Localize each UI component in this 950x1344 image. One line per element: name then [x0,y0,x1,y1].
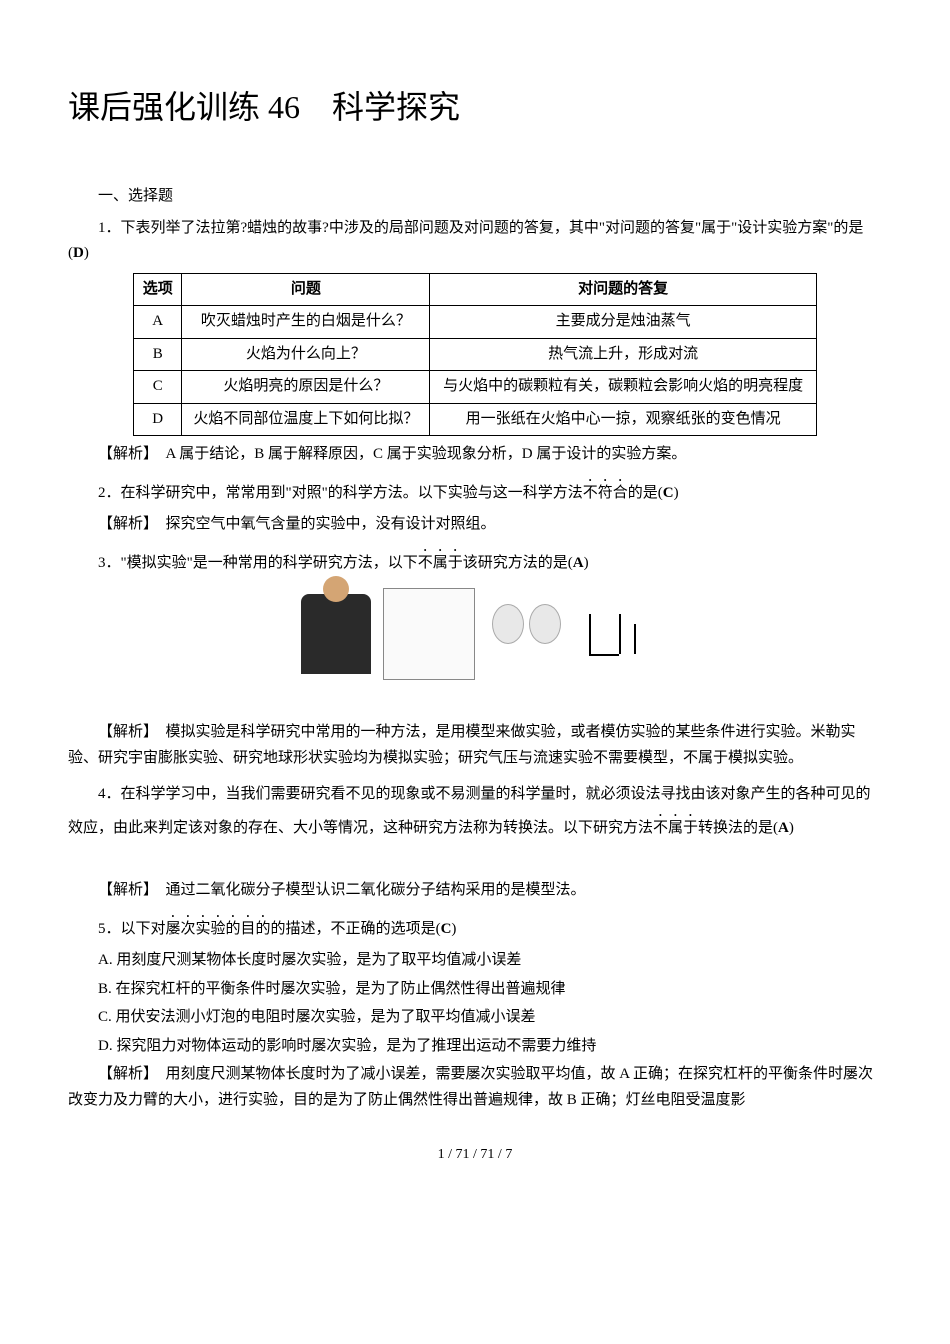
table-row: A 吹灭蜡烛时产生的白烟是什么？ 主要成分是烛油蒸气 [134,306,817,339]
q2-emphasis: 不符合 [583,485,628,501]
q5-text: 5．以下对 [98,921,166,937]
question-2: 2．在科学研究中，常常用到"对照"的科学方法。以下实验与这一科学方法不符合的是(… [68,476,882,507]
analysis-text: 模拟实验是科学研究中常用的一种方法，是用模型来做实验，或者模仿实验的某些条件进行… [68,724,856,766]
cell: C [134,371,182,404]
analysis-3: 【解析】 模拟实验是科学研究中常用的一种方法，是用模型来做实验，或者模仿实验的某… [68,720,882,771]
q2-text2: 的是( [628,485,663,501]
table-header-row: 选项 问题 对问题的答复 [134,273,817,306]
q5-answer: C [441,921,452,937]
q2-answer: C [663,485,674,501]
q3-answer: A [573,555,584,571]
cell: 吹灭蜡烛时产生的白烟是什么？ [182,306,430,339]
analysis-text: 用刻度尺测某物体长度时为了减小误差，需要屡次实验取平均值，故 A 正确；在探究杠… [68,1066,873,1108]
q5-text2: 的描述， [271,921,331,937]
table-row: D 火焰不同部位温度上下如何比拟？ 用一张纸在火焰中心一掠，观察纸张的变色情况 [134,403,817,436]
q3-text2: 该研究方法的是( [463,555,573,571]
q4-text2: 转换法的是( [698,820,778,836]
cell: A [134,306,182,339]
question-3: 3．"模拟实验"是一种常用的科学研究方法，以下不属于该研究方法的是(A) [68,546,882,577]
cell: 火焰为什么向上？ [182,338,430,371]
question-4: 4．在科学学习中，当我们需要研究看不见的现象或不易测量的科学量时，就必须设法寻找… [68,779,882,844]
q3-text: 3．"模拟实验"是一种常用的科学研究方法，以下 [98,555,418,571]
analysis-5: 【解析】 用刻度尺测某物体长度时为了减小误差，需要屡次实验取平均值，故 A 正确… [68,1062,882,1113]
th-question: 问题 [182,273,430,306]
analysis-label: 【解析】 [98,446,151,462]
analysis-1: 【解析】 A 属于结论，B 属于解释原因，C 属于实验现象分析，D 属于设计的实… [68,442,882,468]
table-row: C 火焰明亮的原因是什么？ 与火焰中的碳颗粒有关，碳颗粒会影响火焰的明亮程度 [134,371,817,404]
table-row: B 火焰为什么向上？ 热气流上升，形成对流 [134,338,817,371]
cell: 热气流上升，形成对流 [430,338,816,371]
q5-option-b: B. 在探究杠杆的平衡条件时屡次实验，是为了防止偶然性得出普遍规律 [68,977,882,1003]
analysis-4: 【解析】 通过二氧化碳分子模型认识二氧化碳分子结构采用的是模型法。 [68,878,882,904]
analysis-2: 【解析】 探究空气中氧气含量的实验中，没有设计对照组。 [68,512,882,538]
cell: B [134,338,182,371]
cell: 主要成分是烛油蒸气 [430,306,816,339]
section-header: 一、选择题 [68,184,882,210]
figure-person-icon [301,594,371,674]
q5-close: ) [451,921,456,937]
q1-text: 1．下表列举了法拉第?蜡烛的故事?中涉及的局部问题及对问题的答复，其中"对问题的… [68,220,863,262]
q5-option-d: D. 探究阻力对物体运动的影响时屡次实验，是为了推理出运动不需要力维持 [68,1034,882,1060]
q5-option-a: A. 用刻度尺测某物体长度时屡次实验，是为了取平均值减小误差 [68,948,882,974]
analysis-text: 探究空气中氧气含量的实验中，没有设计对照组。 [151,516,496,532]
figure-tube-icon [579,609,649,659]
analysis-text: A 属于结论，B 属于解释原因，C 属于实验现象分析，D 属于设计的实验方案。 [151,446,687,462]
th-option: 选项 [134,273,182,306]
analysis-label: 【解析】 [98,516,151,532]
q1-close: ) [84,245,89,261]
page-footer: 1 / 71 / 71 / 7 [68,1143,882,1167]
q5-text3: 的选项是( [376,921,441,937]
q4-answer: A [778,820,789,836]
q2-text: 2．在科学研究中，常常用到"对照"的科学方法。以下实验与这一科学方法 [98,485,583,501]
figure-q3 [68,588,882,708]
th-answer: 对问题的答复 [430,273,816,306]
cell: 火焰明亮的原因是什么？ [182,371,430,404]
cell: 用一张纸在火焰中心一掠，观察纸张的变色情况 [430,403,816,436]
q5-emphasis2: 不正确 [331,921,376,937]
cell: D [134,403,182,436]
q3-emphasis: 不属于 [418,555,463,571]
cell: 火焰不同部位温度上下如何比拟？ [182,403,430,436]
cell: 与火焰中的碳颗粒有关，碳颗粒会影响火焰的明亮程度 [430,371,816,404]
table-1: 选项 问题 对问题的答复 A 吹灭蜡烛时产生的白烟是什么？ 主要成分是烛油蒸气 … [133,273,817,437]
analysis-label: 【解析】 [98,1066,151,1082]
question-1: 1．下表列举了法拉第?蜡烛的故事?中涉及的局部问题及对问题的答复，其中"对问题的… [68,216,882,267]
q4-emphasis: 不属于 [653,820,698,836]
q1-answer: D [73,245,84,261]
q3-close: ) [584,555,589,571]
page-title: 课后强化训练 46 科学探究 [68,80,882,134]
analysis-label: 【解析】 [98,882,151,898]
analysis-label: 【解析】 [98,724,151,740]
question-5: 5．以下对屡次实验的目的的描述，不正确的选项是(C) [68,912,882,943]
q2-close: ) [674,485,679,501]
figure-diagram-icon [383,588,475,680]
figure-placeholder [285,588,665,708]
q5-option-c: C. 用伏安法测小灯泡的电阻时屡次实验，是为了取平均值减小误差 [68,1005,882,1031]
q4-close: ) [789,820,794,836]
q5-emphasis: 屡次实验的目的 [166,921,271,937]
spacer [68,850,882,878]
analysis-text: 通过二氧化碳分子模型认识二氧化碳分子结构采用的是模型法。 [151,882,586,898]
figure-balloons-icon [487,594,567,674]
